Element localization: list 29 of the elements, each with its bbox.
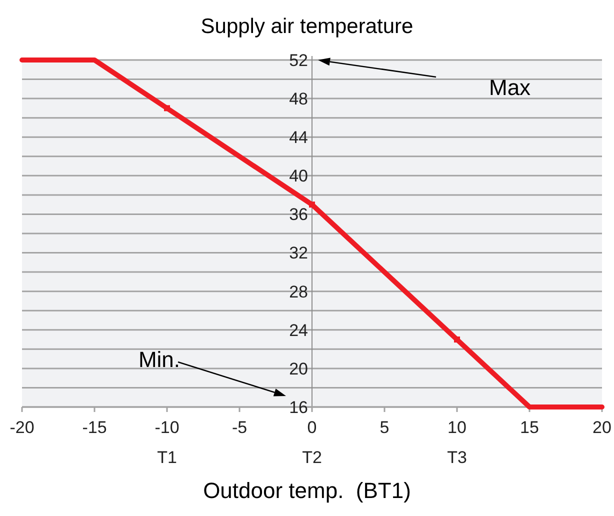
y-tick-label: 32 (289, 244, 308, 263)
point (454, 336, 460, 343)
point (164, 105, 170, 112)
x-tick-label: 10 (448, 418, 466, 437)
y-tick-label: 52 (289, 50, 308, 70)
x-tick-label: 5 (380, 418, 390, 437)
x-tick-label: 0 (307, 418, 317, 437)
y-tick-label: 28 (289, 282, 308, 302)
y-tick-label: 36 (289, 205, 308, 224)
x-axis-title: Outdoor temp. (BT1) (203, 478, 411, 503)
text: T3 (447, 448, 467, 467)
point (309, 202, 315, 208)
x-tick-label: -10 (154, 418, 180, 437)
chart-title: Supply air temperature (200, 15, 414, 38)
x-tick-label: -15 (82, 418, 107, 437)
text: T2 (302, 448, 322, 467)
y-tick-label: 40 (289, 166, 308, 186)
y-tick-label: 20 (289, 359, 308, 378)
annotation: Max (489, 75, 531, 100)
text: T1 (157, 448, 177, 467)
y-tick-label: 24 (289, 320, 308, 340)
x-tick-label: -20 (10, 418, 34, 437)
annotation: Min. (138, 347, 180, 372)
x-tick-label: 20 (592, 418, 612, 437)
x-tick-label: -5 (232, 418, 248, 437)
y-tick-label: 44 (289, 128, 308, 148)
x-tick-label: 15 (520, 418, 539, 437)
y-tick-label: 16 (289, 398, 308, 417)
y-tick-label: 48 (289, 90, 308, 109)
